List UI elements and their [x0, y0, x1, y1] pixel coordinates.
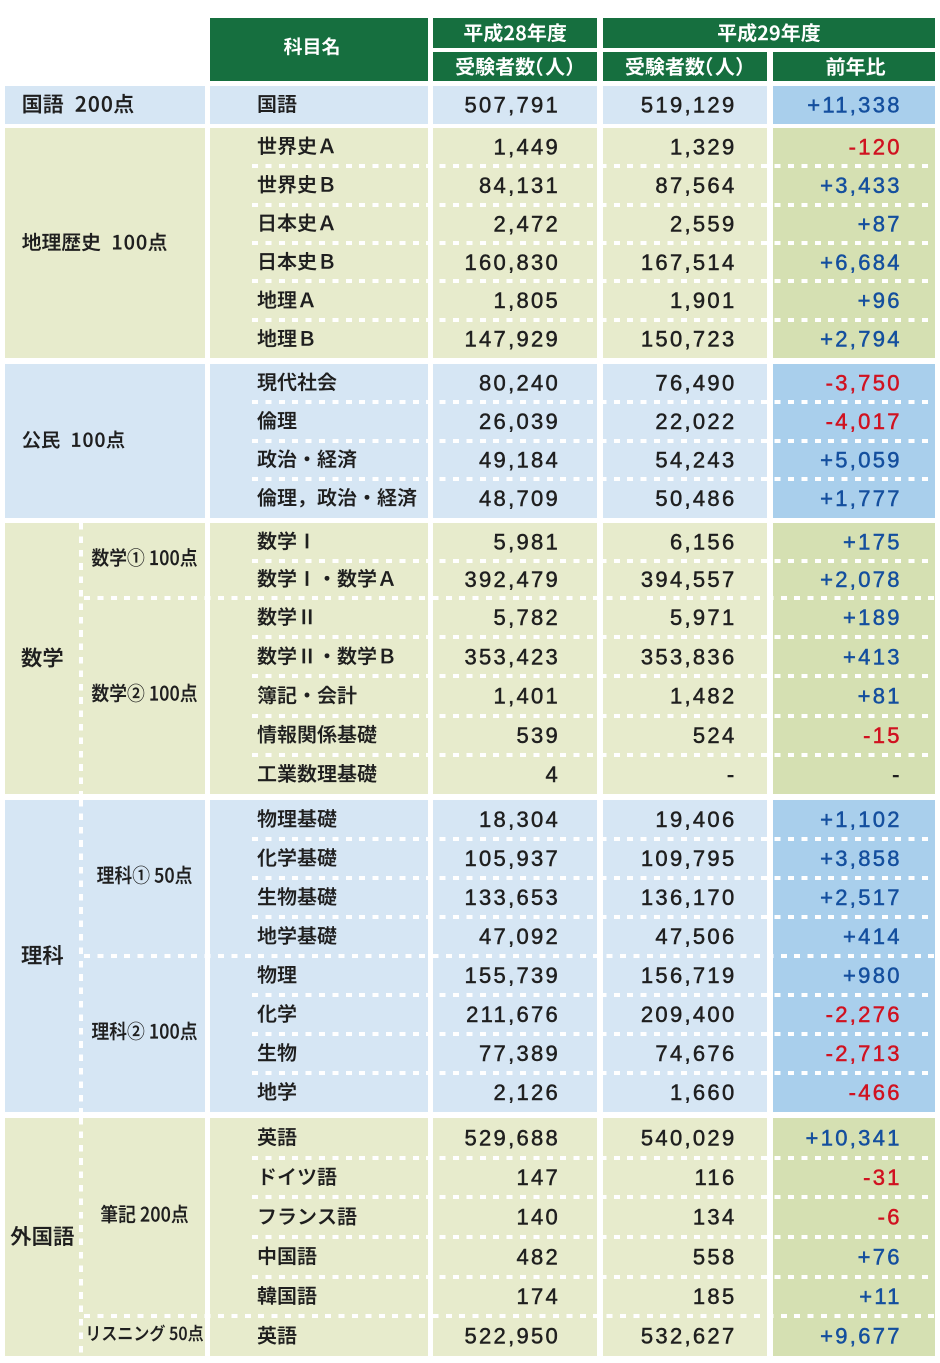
svg-text:134: 134 — [693, 1205, 737, 1230]
svg-text:-: - — [892, 762, 902, 787]
svg-text:1,901: 1,901 — [670, 288, 737, 313]
svg-text:+2,794: +2,794 — [820, 327, 902, 352]
svg-text:47,506: 47,506 — [655, 924, 736, 949]
svg-text:147,929: 147,929 — [464, 327, 560, 352]
svg-text:74,676: 74,676 — [655, 1041, 736, 1066]
svg-text:1,482: 1,482 — [670, 684, 737, 709]
svg-text:482: 482 — [516, 1244, 560, 1269]
svg-text:5,782: 5,782 — [494, 605, 561, 630]
svg-text:-2,713: -2,713 — [826, 1041, 902, 1066]
svg-text:+6,684: +6,684 — [820, 250, 902, 275]
svg-text:5,981: 5,981 — [494, 529, 561, 554]
svg-text:522,950: 522,950 — [464, 1324, 560, 1349]
svg-text:+81: +81 — [858, 684, 902, 709]
svg-text:156,719: 156,719 — [641, 963, 737, 988]
svg-text:6,156: 6,156 — [670, 529, 737, 554]
svg-text:105,937: 105,937 — [464, 846, 560, 871]
svg-text:-120: -120 — [849, 134, 902, 159]
svg-text:-3,750: -3,750 — [826, 370, 902, 395]
svg-text:539: 539 — [516, 723, 560, 748]
svg-text:+2,517: +2,517 — [820, 885, 902, 910]
svg-text:150,723: 150,723 — [641, 327, 737, 352]
svg-text:1,449: 1,449 — [494, 134, 561, 159]
svg-text:1,401: 1,401 — [494, 684, 561, 709]
svg-text:+2,078: +2,078 — [820, 567, 902, 592]
svg-text:394,557: 394,557 — [641, 567, 737, 592]
svg-text:167,514: 167,514 — [641, 250, 737, 275]
svg-text:+9,677: +9,677 — [820, 1324, 902, 1349]
svg-text:1,660: 1,660 — [670, 1080, 737, 1105]
svg-text:+3,858: +3,858 — [820, 846, 902, 871]
svg-text:136,170: 136,170 — [641, 885, 737, 910]
svg-text:+11: +11 — [859, 1284, 902, 1309]
svg-text:155,739: 155,739 — [464, 963, 560, 988]
svg-text:2,472: 2,472 — [494, 211, 561, 236]
svg-text:+87: +87 — [858, 211, 902, 236]
svg-text:80,240: 80,240 — [479, 370, 560, 395]
svg-text:+11,338: +11,338 — [807, 92, 902, 117]
svg-text:392,479: 392,479 — [464, 567, 560, 592]
svg-text:174: 174 — [516, 1284, 560, 1309]
svg-text:524: 524 — [693, 723, 737, 748]
svg-text:-466: -466 — [849, 1080, 902, 1105]
svg-text:-4,017: -4,017 — [826, 409, 902, 434]
svg-text:+1,102: +1,102 — [820, 807, 902, 832]
svg-text:+3,433: +3,433 — [820, 173, 902, 198]
svg-text:84,131: 84,131 — [479, 173, 560, 198]
svg-text:26,039: 26,039 — [479, 409, 560, 434]
svg-text:+413: +413 — [843, 644, 902, 669]
svg-text:-: - — [727, 762, 737, 787]
svg-text:5,971: 5,971 — [670, 605, 737, 630]
svg-text:160,830: 160,830 — [464, 250, 560, 275]
svg-text:+96: +96 — [858, 288, 902, 313]
svg-text:+175: +175 — [843, 529, 902, 554]
svg-text:532,627: 532,627 — [641, 1324, 737, 1349]
svg-text:+5,059: +5,059 — [820, 447, 902, 472]
svg-text:1,329: 1,329 — [670, 134, 737, 159]
svg-text:507,791: 507,791 — [464, 92, 560, 117]
svg-text:211,676: 211,676 — [466, 1002, 560, 1027]
svg-text:-31: -31 — [863, 1165, 902, 1190]
svg-text:2,559: 2,559 — [670, 211, 737, 236]
svg-text:140: 140 — [516, 1205, 560, 1230]
svg-text:+1,777: +1,777 — [820, 486, 902, 511]
svg-text:+980: +980 — [843, 963, 902, 988]
svg-text:87,564: 87,564 — [655, 173, 736, 198]
svg-text:1,805: 1,805 — [494, 288, 561, 313]
svg-text:353,836: 353,836 — [641, 644, 737, 669]
svg-text:22,022: 22,022 — [655, 409, 736, 434]
svg-text:+76: +76 — [858, 1244, 902, 1269]
svg-text:76,490: 76,490 — [655, 370, 736, 395]
svg-text:133,653: 133,653 — [464, 885, 560, 910]
svg-text:4: 4 — [546, 762, 561, 787]
svg-text:353,423: 353,423 — [464, 644, 560, 669]
svg-text:49,184: 49,184 — [479, 447, 560, 472]
svg-text:77,389: 77,389 — [479, 1041, 560, 1066]
svg-text:+10,341: +10,341 — [806, 1125, 902, 1150]
svg-text:+189: +189 — [843, 605, 902, 630]
svg-text:19,406: 19,406 — [655, 807, 736, 832]
svg-text:47,092: 47,092 — [479, 924, 560, 949]
svg-text:540,029: 540,029 — [641, 1125, 737, 1150]
svg-text:-2,276: -2,276 — [826, 1002, 902, 1027]
svg-text:519,129: 519,129 — [641, 92, 737, 117]
svg-text:54,243: 54,243 — [655, 447, 736, 472]
svg-text:48,709: 48,709 — [479, 486, 560, 511]
svg-text:50,486: 50,486 — [655, 486, 736, 511]
svg-text:18,304: 18,304 — [479, 807, 560, 832]
svg-text:209,400: 209,400 — [641, 1002, 737, 1027]
svg-text:116: 116 — [695, 1165, 737, 1190]
svg-text:147: 147 — [516, 1165, 560, 1190]
svg-text:2,126: 2,126 — [494, 1080, 561, 1105]
svg-text:-15: -15 — [863, 723, 902, 748]
svg-text:+414: +414 — [843, 924, 902, 949]
svg-text:185: 185 — [693, 1284, 737, 1309]
svg-text:109,795: 109,795 — [641, 846, 737, 871]
svg-text:-6: -6 — [878, 1205, 902, 1230]
svg-text:558: 558 — [693, 1244, 737, 1269]
svg-text:529,688: 529,688 — [464, 1125, 560, 1150]
